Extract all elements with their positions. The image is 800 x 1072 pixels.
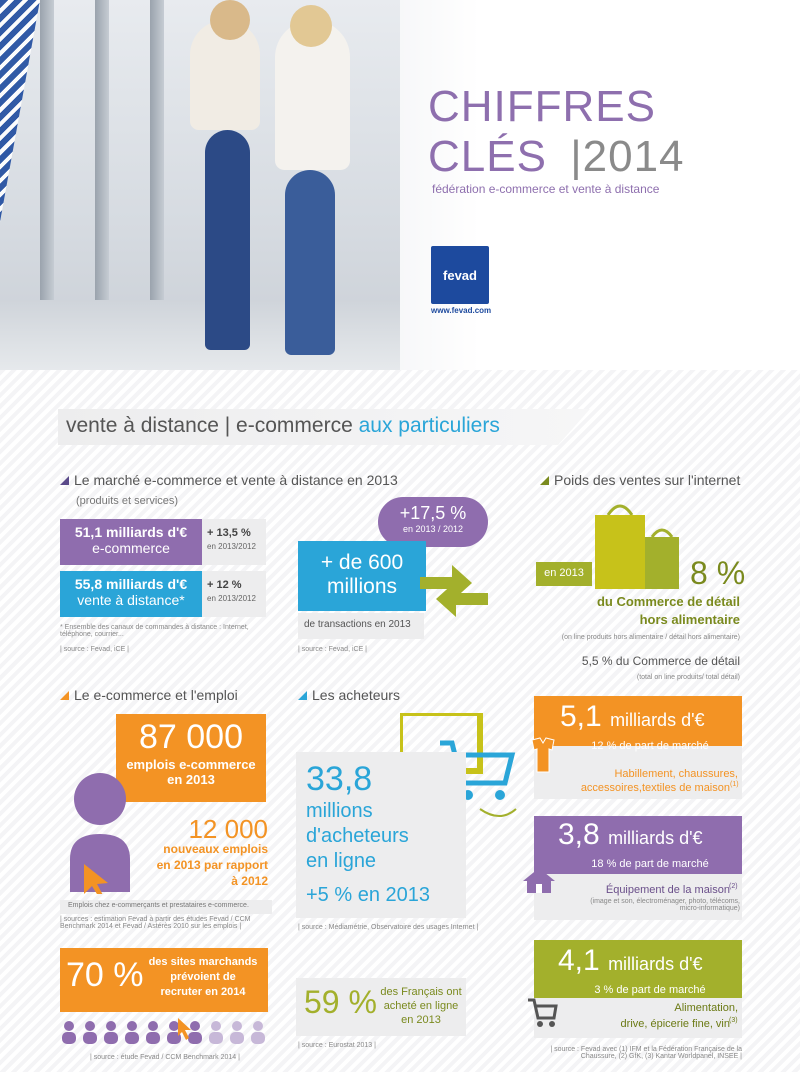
poids-line1: du Commerce de détail bbox=[596, 594, 740, 609]
secteur-maison-share: 18 % de part de marché bbox=[591, 858, 709, 870]
francais-l3: en 2013 bbox=[401, 1014, 441, 1026]
secteur-alim-detail bbox=[534, 994, 742, 1038]
secteur-alim-sup: (3) bbox=[729, 1017, 738, 1024]
secteur-alim-label1: Alimentation, bbox=[674, 1002, 738, 1014]
marche-source: | source : Fevad, iCE | bbox=[60, 646, 129, 653]
person-right-legs bbox=[285, 170, 335, 355]
clothing-icon bbox=[531, 737, 555, 773]
acheteurs-l3: en ligne bbox=[306, 850, 377, 872]
hero-header bbox=[0, 0, 800, 370]
subtitle: fédération e-commerce et vente à distanc… bbox=[432, 182, 660, 196]
cart-icon bbox=[528, 998, 558, 1027]
emploi-source: | sources : estimation Fevad à partir de… bbox=[60, 916, 251, 930]
secteur-alim-share: 3 % de part de marché bbox=[594, 984, 706, 996]
marche-note: * Ensemble des canaux de commandes à dis… bbox=[60, 624, 249, 638]
secteur-habillement-sup: (1) bbox=[730, 781, 739, 788]
secteur-maison-box bbox=[534, 816, 742, 874]
francais-box bbox=[296, 978, 466, 1036]
triangle-icon bbox=[540, 476, 549, 485]
emploi-num2-l2: en 2013 par rapport bbox=[156, 858, 268, 872]
person-right-head bbox=[290, 5, 332, 47]
emploi-note: Emplois chez e-commerçants et prestatair… bbox=[60, 900, 272, 914]
emploi-box: 87 000 emplois e-commerce en 2013 bbox=[116, 714, 266, 802]
transactions-bubble: +17,5 % en 2013 / 2012 bbox=[378, 497, 488, 547]
vad-box: 55,8 milliards d'€ vente à distance* bbox=[60, 571, 202, 617]
secteur-maison-detail-text: (image et son, électroménager, photo, té… bbox=[590, 898, 740, 912]
poids-line3: 5,5 % du Commerce de détail bbox=[581, 654, 740, 668]
emploi-num2-l1: nouveaux emplois bbox=[163, 842, 268, 856]
francais-l2: acheté en ligne bbox=[383, 1000, 459, 1012]
triangle-icon bbox=[60, 691, 69, 700]
logo-url: www.fevad.com bbox=[431, 306, 492, 315]
francais-source: | source : Eurostat 2013 | bbox=[298, 1042, 376, 1049]
transactions-caption: de transactions en 2013 bbox=[298, 613, 424, 639]
hero-photo bbox=[0, 0, 400, 370]
section-banner bbox=[58, 409, 590, 445]
acheteurs-box bbox=[296, 752, 466, 918]
secteur-habillement-share: 12 % de part de marché bbox=[591, 740, 709, 752]
recrut-l1: des sites marchands bbox=[148, 956, 258, 968]
exchange-arrows-icon bbox=[420, 565, 488, 617]
banner-title: vente à distance | e-commerce aux partic… bbox=[66, 414, 500, 437]
poids-note1: (on line produits hors alimentaire / dét… bbox=[561, 634, 740, 641]
person-left-legs bbox=[205, 130, 250, 350]
secteur-alim-label2: drive, épicerie fine, vin bbox=[620, 1018, 730, 1030]
secteur-habillement-box bbox=[534, 696, 742, 746]
ecommerce-box: 51,1 milliards d'€ e-commerce bbox=[60, 519, 202, 565]
poids-title: Poids des ventes sur l'internet bbox=[540, 472, 740, 488]
shopping-bags-icon bbox=[595, 504, 679, 589]
acheteurs-growth: +5 % en 2013 bbox=[306, 884, 430, 906]
fevad-logo: fevad bbox=[431, 246, 489, 304]
title-line1: CHIFFRES bbox=[428, 82, 656, 131]
triangle-icon bbox=[60, 476, 69, 485]
acheteurs-source: | source : Médiamétrie, Observatoire des… bbox=[298, 924, 479, 931]
secteur-alim-box bbox=[534, 940, 742, 998]
triangle-icon bbox=[298, 691, 307, 700]
house-icon bbox=[523, 868, 555, 893]
recrut-source: | source : étude Fevad / CCM Benchmark 2… bbox=[90, 1054, 240, 1061]
secteur-maison-label1: Équipement de la maison bbox=[605, 884, 730, 896]
emploi-num2-l3: à 2012 bbox=[231, 874, 268, 888]
recrut-box bbox=[60, 948, 268, 1012]
secteur-alim-value: 4,1 milliards d'€ bbox=[558, 944, 703, 977]
secteur-habillement-label1: Habillement, chaussures, bbox=[614, 768, 738, 780]
secteur-maison-detail bbox=[534, 870, 742, 920]
year-tag: en 2013 bbox=[536, 562, 592, 586]
person-silhouette-icon bbox=[70, 773, 130, 894]
francais-pct: 59 % bbox=[304, 984, 377, 1020]
acheteurs-title: Les acheteurs bbox=[298, 687, 400, 703]
secteur-maison-value: 3,8 milliards d'€ bbox=[558, 818, 703, 851]
people-row-icon bbox=[62, 1018, 265, 1044]
secteur-habillement-value: 5,1 milliards d'€ bbox=[560, 700, 705, 733]
recrut-l2: prévoient de bbox=[170, 971, 236, 983]
acheteurs-l1: millions bbox=[306, 800, 373, 822]
acheteurs-l2: d'acheteurs bbox=[306, 825, 409, 847]
secteur-habillement-label2: accessoires,textiles de maison bbox=[580, 782, 730, 794]
marche-sub: (produits et services) bbox=[76, 495, 179, 507]
secteur-maison-sup: (2) bbox=[729, 883, 738, 890]
title-line2: CLÉS |2014 bbox=[428, 132, 685, 181]
poids-note2: (total on line produits/ total détail) bbox=[636, 674, 740, 681]
recrut-pct: 70 % bbox=[66, 956, 144, 994]
transactions-box: + de 600 millions bbox=[298, 541, 426, 611]
ecommerce-growth: + 13,5 % en 2013/2012 bbox=[202, 519, 266, 565]
emploi-title: Le e-commerce et l'emploi bbox=[60, 687, 238, 703]
transactions-source: | source : Fevad, iCE | bbox=[298, 646, 367, 653]
person-left-head bbox=[210, 0, 250, 40]
secteur-habillement-detail bbox=[534, 741, 742, 799]
vad-growth: + 12 % en 2013/2012 bbox=[202, 571, 266, 617]
acheteurs-num: 33,8 bbox=[306, 760, 373, 798]
secteurs-source: | source : Fevad avec (1) IFM et la Fédé… bbox=[550, 1046, 742, 1060]
poids-pct: 8 % bbox=[690, 555, 746, 591]
emploi-num2: 12 000 bbox=[188, 814, 268, 844]
poids-line2: hors alimentaire bbox=[639, 612, 740, 627]
francais-l1: des Français ont bbox=[380, 986, 462, 998]
marche-title: Le marché e-commerce et vente à distance… bbox=[60, 472, 398, 488]
recrut-l3: recruter en 2014 bbox=[160, 986, 246, 998]
